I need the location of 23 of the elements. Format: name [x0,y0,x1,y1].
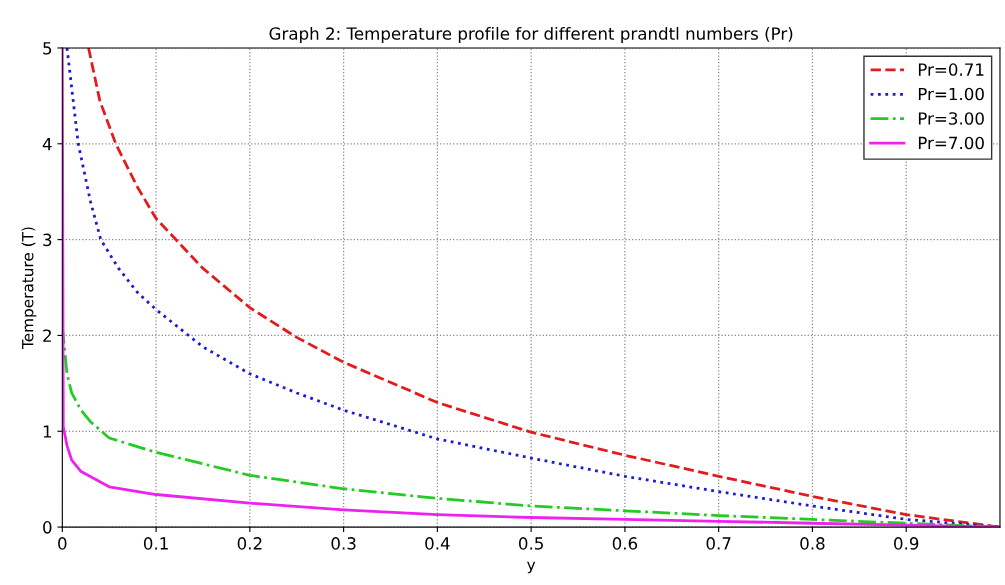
y-axis-title: Temperature (T) [21,227,37,350]
y-tick-label: 4 [42,137,52,151]
x-tick-label: 0.9 [894,537,919,550]
y-tick-label: 0 [43,521,52,534]
x-tick-label: 0.5 [518,537,543,550]
legend-label: Pr=3.00 [918,112,984,125]
legend-label: Pr=7.00 [918,136,984,150]
x-tick-label: 0.4 [425,537,450,550]
y-tick-label: 2 [43,329,51,342]
x-tick-label: 0 [58,537,67,550]
x-tick-label: 0.1 [143,537,168,550]
y-tick-label: 1 [43,425,52,438]
x-tick-label: 0.6 [612,537,638,550]
y-tick-label: 5 [43,42,52,55]
chart-title: Graph 2: Temperature profile for different prandtl numbers (Pr) [269,26,793,44]
x-tick-label: 0.2 [237,537,262,550]
legend-label: Pr=0.71 [918,63,984,76]
x-tick-label: 0.3 [331,537,356,550]
x-axis-title: y [527,561,536,574]
y-tick-label: 3 [43,233,52,247]
legend-label: Pr=1.00 [918,87,984,101]
x-tick-label: 0.8 [800,537,825,550]
x-tick-label: 0.7 [706,537,731,550]
